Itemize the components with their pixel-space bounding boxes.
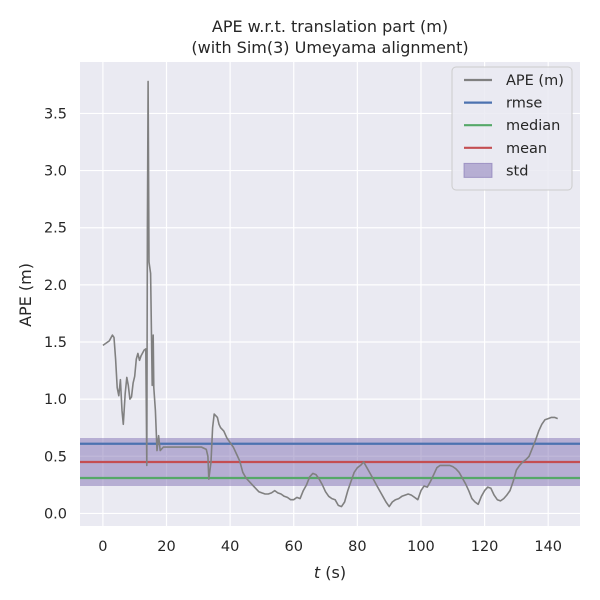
legend: APE (m) rmse median mean std (451, 66, 573, 191)
x-tick-label: 20 (157, 539, 175, 555)
chart-subtitle: (with Sim(3) Umeyama alignment) (191, 38, 468, 57)
x-tick-label: 60 (285, 539, 303, 555)
legend-label: std (506, 163, 528, 179)
x-axis-label-unit: (s) (320, 563, 346, 582)
x-tick-label: 40 (221, 539, 239, 555)
y-tick-label: 2.5 (44, 221, 67, 237)
legend-label: APE (m) (506, 73, 564, 89)
x-axis-ticks: 0 20 40 60 80 100 120 140 (98, 539, 562, 555)
x-axis-label: t (s) (314, 563, 346, 582)
x-axis-label-var: t (314, 563, 321, 582)
x-tick-label: 140 (534, 539, 562, 555)
y-axis-label: APE (m) (16, 263, 35, 327)
x-tick-label: 80 (348, 539, 366, 555)
x-tick-label: 120 (471, 539, 499, 555)
x-tick-label: 0 (98, 539, 107, 555)
legend-swatch (463, 162, 493, 178)
x-tick-label: 100 (407, 539, 435, 555)
legend-label: rmse (506, 96, 542, 112)
legend-label: mean (506, 141, 547, 157)
legend-frame (451, 66, 573, 191)
y-axis-ticks: 0.0 0.5 1.0 1.5 2.0 2.5 3.0 3.5 (44, 106, 67, 522)
y-tick-label: 2.0 (44, 278, 67, 294)
legend-label: median (506, 118, 560, 134)
y-tick-label: 3.5 (44, 106, 67, 122)
y-tick-label: 0.5 (44, 449, 67, 465)
y-tick-label: 1.0 (44, 392, 67, 408)
y-tick-label: 0.0 (44, 506, 67, 522)
chart-title: APE w.r.t. translation part (m) (212, 17, 448, 36)
y-tick-label: 3.0 (44, 164, 67, 180)
y-tick-label: 1.5 (44, 335, 67, 351)
ape-series-line (102, 80, 558, 508)
